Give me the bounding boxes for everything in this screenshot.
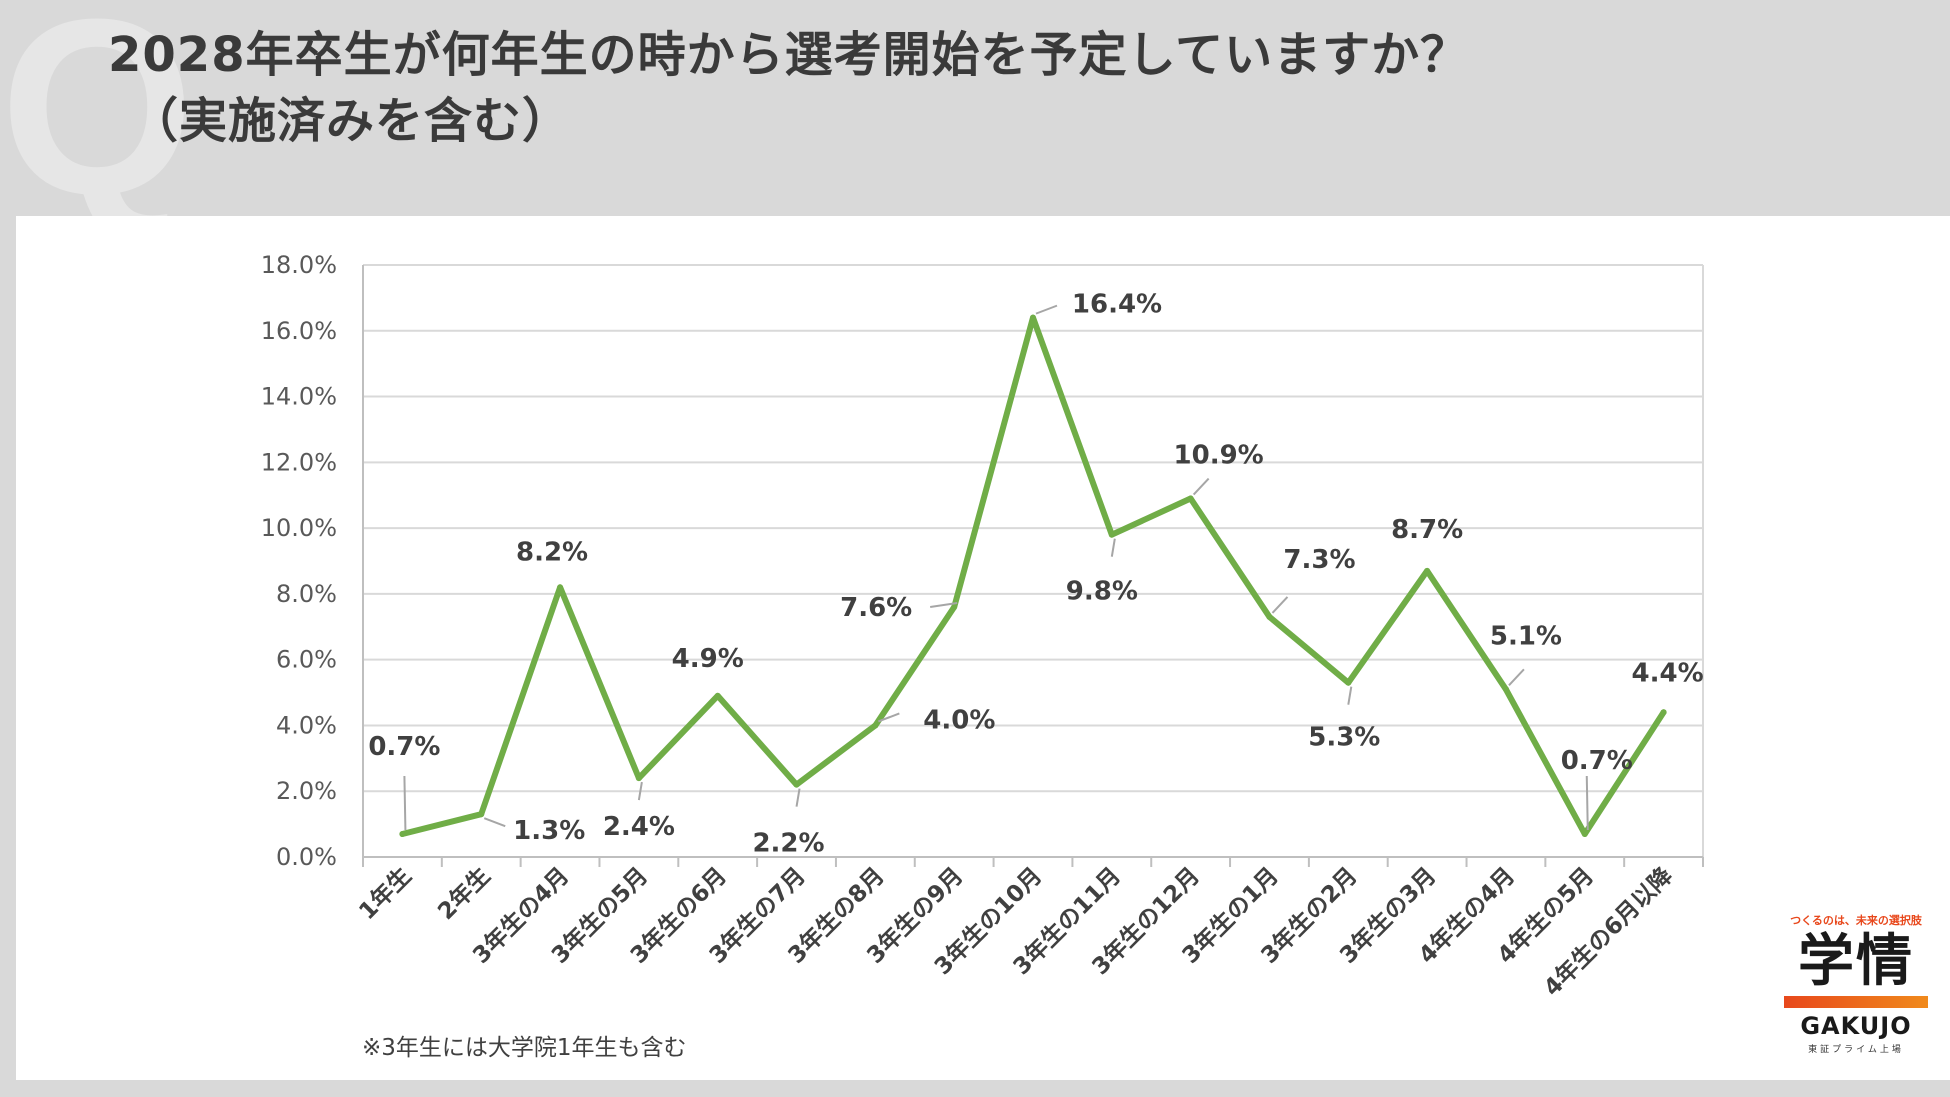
y-tick-label: 16.0% <box>261 317 337 345</box>
data-label: 7.6% <box>840 593 912 623</box>
data-label: 7.3% <box>1283 545 1355 575</box>
data-point <box>635 775 642 782</box>
data-label: 2.2% <box>752 829 824 859</box>
y-tick-label: 12.0% <box>261 448 337 476</box>
leader-line <box>795 788 801 807</box>
data-label: 5.3% <box>1308 723 1380 753</box>
data-point <box>1502 686 1509 693</box>
logo-brand: GAKUJO <box>1800 1012 1912 1040</box>
leader-line <box>403 775 407 830</box>
x-tick-label: 1年生 <box>354 862 417 925</box>
data-point <box>872 722 879 729</box>
data-label: 9.8% <box>1066 577 1138 607</box>
data-label: 8.7% <box>1391 515 1463 545</box>
data-label: 1.3% <box>513 816 585 846</box>
leader-line <box>877 712 900 723</box>
data-point <box>714 692 721 699</box>
data-point <box>1030 314 1036 321</box>
leader-line <box>637 781 643 801</box>
leader-line <box>1347 686 1353 705</box>
y-tick-label: 4.0% <box>276 711 337 739</box>
data-point <box>1660 709 1667 716</box>
data-label: 8.2% <box>516 537 588 567</box>
data-label: 4.4% <box>1632 658 1704 688</box>
gakujo-logo: つくるのは、未来の選択肢 学情 GAKUJO 東証プライム上場 <box>1776 912 1936 1055</box>
leader-line <box>1508 668 1525 686</box>
leader-line <box>1110 538 1116 557</box>
logo-tagline: つくるのは、未来の選択肢 <box>1790 914 1922 927</box>
y-tick-label: 10.0% <box>261 514 337 542</box>
y-tick-label: 18.0% <box>261 251 337 279</box>
leader-line <box>483 817 506 828</box>
logo-kanji: 学情 <box>1798 929 1914 994</box>
leader-line <box>1271 596 1289 614</box>
data-point <box>1187 495 1194 502</box>
data-label: 16.4% <box>1072 290 1162 320</box>
data-point <box>557 584 564 591</box>
data-point <box>1424 567 1431 574</box>
y-tick-label: 2.0% <box>276 777 337 805</box>
data-label: 0.7% <box>1561 746 1633 776</box>
data-point <box>951 604 958 611</box>
data-label: 2.4% <box>603 812 675 842</box>
data-label: 5.1% <box>1490 621 1562 651</box>
data-point <box>1345 679 1352 686</box>
x-tick-label: 2年生 <box>433 862 496 925</box>
title-line-1: 2028年卒生が何年生の時から選考開始を予定していますか？ <box>108 27 1470 83</box>
y-tick-label: 14.0% <box>261 383 337 411</box>
data-point <box>1266 613 1273 620</box>
data-label: 0.7% <box>368 732 440 762</box>
chart-panel <box>16 216 1950 1080</box>
logo-bar <box>1784 996 1928 1008</box>
data-label: 4.9% <box>672 644 744 674</box>
x-tick-label: 4年生の6月以降 <box>1539 861 1679 1001</box>
q-watermark: Q <box>0 0 195 246</box>
data-point <box>793 781 800 788</box>
series-line <box>399 314 1667 837</box>
page-title: 2028年卒生が何年生の時から選考開始を予定していますか？ （実施済みを含む） <box>108 22 1469 154</box>
y-tick-label: 6.0% <box>276 646 337 674</box>
title-line-2: （実施済みを含む） <box>130 93 572 149</box>
data-point <box>1108 531 1115 538</box>
leader-line <box>1192 477 1210 496</box>
data-point <box>478 811 485 818</box>
y-tick-label: 0.0% <box>276 843 337 871</box>
data-point <box>399 830 406 837</box>
y-tick-label: 8.0% <box>276 580 337 608</box>
logo-sub: 東証プライム上場 <box>1808 1045 1904 1055</box>
data-label: 10.9% <box>1174 441 1264 471</box>
leader-line <box>1035 304 1058 315</box>
data-point <box>1581 830 1588 837</box>
leader-line <box>930 602 958 609</box>
leader-line <box>1585 775 1589 830</box>
footnote: ※3年生には大学院1年生も含む <box>362 1035 687 1061</box>
data-label: 4.0% <box>923 705 995 735</box>
